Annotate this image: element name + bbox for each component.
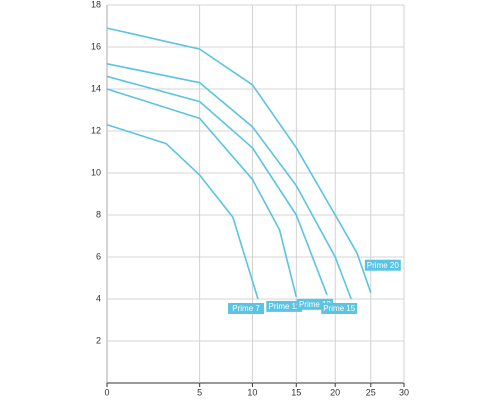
y-tick-label: 8 (96, 209, 101, 219)
curve (106, 27, 372, 293)
legend-tag (266, 300, 303, 312)
x-tick-label: 30 (399, 387, 409, 397)
curve (106, 63, 352, 300)
curve (106, 88, 298, 298)
x-tick-label: 5 (197, 387, 202, 397)
curve (106, 75, 328, 296)
legend-tag (296, 298, 333, 310)
y-tick-label: 4 (96, 293, 101, 303)
y-tick-label: 18 (91, 0, 101, 9)
legend-label: Prime 15 (323, 304, 356, 313)
legend-tag (321, 303, 358, 314)
y-tick-label: 2 (96, 335, 101, 345)
x-tick-label: 15 (291, 387, 301, 397)
x-tick-label: 10 (247, 387, 257, 397)
legend-tag (228, 303, 265, 314)
y-tick-label: 6 (96, 251, 101, 261)
y-tick-label: 10 (91, 167, 101, 177)
y-tick-label: 12 (91, 125, 101, 135)
x-tick-label: 0 (104, 387, 109, 397)
curve (106, 123, 259, 300)
legend-tag (364, 259, 401, 271)
y-tick-label: 14 (91, 83, 101, 93)
x-tick-label: 20 (330, 387, 340, 397)
y-tick-label: 16 (91, 41, 101, 51)
legend-label: Prime 20 (367, 261, 400, 270)
x-tick-label: 25 (366, 387, 376, 397)
legend-label: Prime 13 (299, 300, 332, 309)
legend-label: Prime 11 (269, 302, 301, 311)
legend-label: Prime 7 (232, 304, 260, 313)
